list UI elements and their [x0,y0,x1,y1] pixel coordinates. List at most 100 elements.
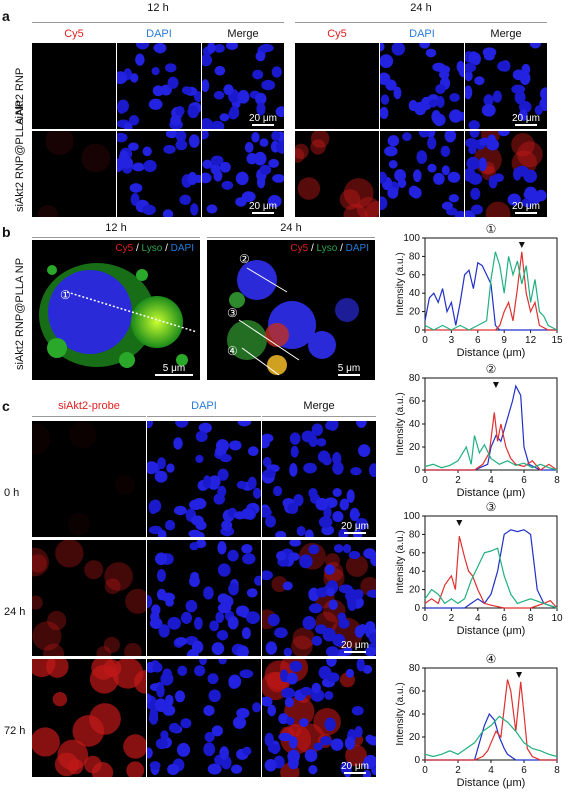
a-image-r1-c1 [117,131,201,217]
y-tick-label: 20 [409,307,421,318]
x-tick-label: 8 [554,475,560,486]
x-tick-label: 2 [449,613,455,624]
y-tick-label: 100 [403,233,420,244]
b-image-24h: Cy5 / Lyso / DAPI ② ③ ④ 5 μm [207,240,375,380]
scale-bar: 20 μm [249,113,277,126]
a-image-r0-c2: 20 μm [202,43,284,129]
b-legend-12h: Cy5 / Lyso / DAPI [115,243,194,254]
x-tick-label: 8 [528,613,534,624]
x-tick-label: 6 [475,335,481,346]
scale-bar: 20 μm [341,761,369,774]
series-line-2 [424,715,558,758]
b-scalebar-12h: 5 μm [154,363,194,376]
c-image-r2-c1 [147,659,261,777]
c-rule-merge [262,416,376,417]
plot-frame [424,667,558,761]
series-line-0 [425,529,558,609]
x-tick-label: 4 [488,475,494,486]
x-axis-label: Distance (μm) [457,347,526,359]
y-tick-label: 60 [409,396,421,407]
c-image-r1-c0 [32,540,146,656]
x-tick-label: 9 [501,335,507,346]
series-line-1 [425,251,557,331]
y-tick-label: 40 [409,566,421,577]
a-row-label-plla: siAkt2 RNP@PLLA NP [14,99,26,212]
x-tick-label: 4 [488,765,494,776]
y-tick-label: 20 [409,585,421,596]
c-image-r0-c2: 20 μm [262,421,376,537]
a-image-r0-c1 [117,43,201,129]
a-image-r1-c5: 20 μm [465,131,547,217]
x-axis-label: Distance (μm) [457,777,526,789]
arrowhead-marker [492,382,499,388]
x-tick-label: 2 [455,475,461,486]
c-rule-probe [32,416,146,417]
c-ch-probe: siAkt2-probe [58,400,120,412]
y-tick-label: 0 [414,325,420,336]
c-rule-dapi [147,416,261,417]
x-tick-label: 6 [521,765,527,776]
x-tick-label: 15 [551,335,563,346]
a-image-r0-c5: 20 μm [465,43,547,129]
chart-title: ③ [486,500,497,514]
scale-bar: 20 μm [512,113,540,126]
series-line-1 [424,536,558,609]
x-axis-label: Distance (μm) [457,625,526,637]
y-tick-label: 80 [409,663,421,674]
y-tick-label: 60 [409,686,421,697]
x-tick-label: 2 [455,765,461,776]
a-ch-dapi-12: DAPI [146,28,172,40]
a-ch-merge-24: Merge [490,28,522,40]
b-image-24h-art [227,260,359,376]
a-time-24h: 24 h [410,2,432,14]
arrowhead-marker [456,520,463,526]
a-image-r0-c3 [295,43,379,129]
arrowhead-marker [518,242,525,248]
y-axis-label: Intensity (a.u.) [395,682,406,745]
x-tick-label: 0 [422,613,428,624]
c-image-r1-c1 [147,540,261,656]
x-tick-label: 0 [422,475,428,486]
x-tick-label: 0 [422,335,428,346]
panel-label-c: c [2,398,10,414]
b-image-12h-art [39,263,198,368]
chart-title: ④ [486,652,497,666]
x-tick-label: 0 [422,765,428,776]
y-tick-label: 100 [403,511,420,522]
b-legend-24h: Cy5 / Lyso / DAPI [290,243,369,254]
b-marker-3: ③ [227,306,238,320]
scale-bar: 20 μm [249,201,277,214]
c-image-r1-c2: 20 μm [262,540,376,656]
scale-bar: 20 μm [512,201,540,214]
series-line-0 [424,261,557,331]
x-axis-label: Distance (μm) [457,487,526,499]
a-ch-cy5-24: Cy5 [327,28,347,40]
y-tick-label: 60 [409,270,421,281]
plot-frame [424,377,558,471]
x-tick-label: 10 [551,613,563,624]
panel-label-b: b [2,224,11,240]
b-row-label: siAkt2 RNP@PLLA NP [14,257,26,370]
b-rule-24h [207,237,375,238]
y-tick-label: 80 [409,373,421,384]
c-image-r2-c0 [32,659,146,777]
c-row-label-24h: 24 h [4,606,26,618]
y-axis-label: Intensity (a.u.) [395,530,406,593]
a-ch-merge-12: Merge [227,28,259,40]
a-image-r1-c3 [295,131,379,217]
x-tick-label: 6 [501,613,507,624]
chart-title: ① [486,222,497,236]
x-tick-label: 6 [521,475,527,486]
y-tick-label: 0 [414,755,420,766]
c-image-r2-c2: 20 μm [262,659,376,777]
series-line-1 [425,679,557,761]
a-ch-dapi-24: DAPI [409,28,435,40]
b-time-24h: 24 h [280,222,302,234]
chart-title: ② [486,362,497,376]
a-ch-cy5-12: Cy5 [64,28,84,40]
x-tick-label: 8 [554,765,560,776]
b-scalebar-24h: 5 μm [337,363,361,376]
